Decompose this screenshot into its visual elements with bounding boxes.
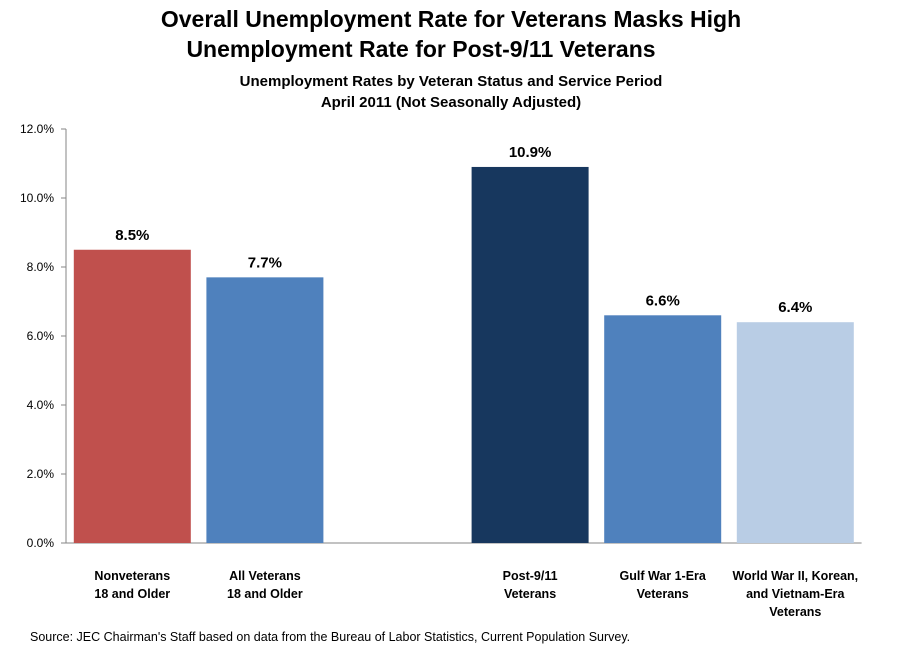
- x-tick-label: 18 and Older: [94, 587, 170, 601]
- x-tick-label: Gulf War 1-Era: [620, 569, 707, 583]
- chart-title-line-2: Unemployment Rate for Post-9/11 Veterans: [186, 36, 656, 62]
- x-tick-label: World War II, Korean,: [732, 569, 858, 583]
- x-tick-label: Nonveterans: [94, 569, 170, 583]
- data-label: 8.5%: [115, 227, 149, 244]
- chart-title-line-1: Overall Unemployment Rate for Veterans M…: [160, 6, 742, 32]
- x-tick-label: All Veterans: [229, 569, 301, 583]
- y-tick-label: 12.0%: [20, 122, 54, 136]
- chart-subtitle-line-1: Unemployment Rates by Veteran Status and…: [239, 73, 663, 90]
- bar: [206, 277, 324, 543]
- bar: [736, 322, 854, 543]
- bar: [471, 166, 589, 543]
- source-note: Source: JEC Chairman's Staff based on da…: [30, 630, 631, 644]
- x-tick-label: Post-9/11: [503, 569, 558, 583]
- chart-subtitle-line-2: April 2011 (Not Seasonally Adjusted): [320, 94, 582, 111]
- data-label: 6.6%: [646, 292, 680, 309]
- x-tick-label: 18 and Older: [227, 587, 303, 601]
- data-label: 10.9%: [509, 144, 552, 161]
- bar: [604, 315, 722, 543]
- x-tick-label: and Vietnam-Era: [746, 587, 845, 601]
- x-tick-label: Veterans: [504, 587, 556, 601]
- data-label: 7.7%: [248, 254, 282, 271]
- x-tick-label: Veterans: [769, 605, 821, 619]
- data-label: 6.4%: [778, 299, 812, 316]
- y-tick-label: 8.0%: [27, 260, 55, 274]
- y-tick-label: 0.0%: [27, 536, 55, 550]
- y-tick-label: 10.0%: [20, 191, 54, 205]
- x-tick-label: Veterans: [637, 587, 689, 601]
- bar: [73, 249, 191, 543]
- y-tick-label: 6.0%: [27, 329, 55, 343]
- y-tick-label: 2.0%: [27, 467, 55, 481]
- y-tick-label: 4.0%: [27, 398, 55, 412]
